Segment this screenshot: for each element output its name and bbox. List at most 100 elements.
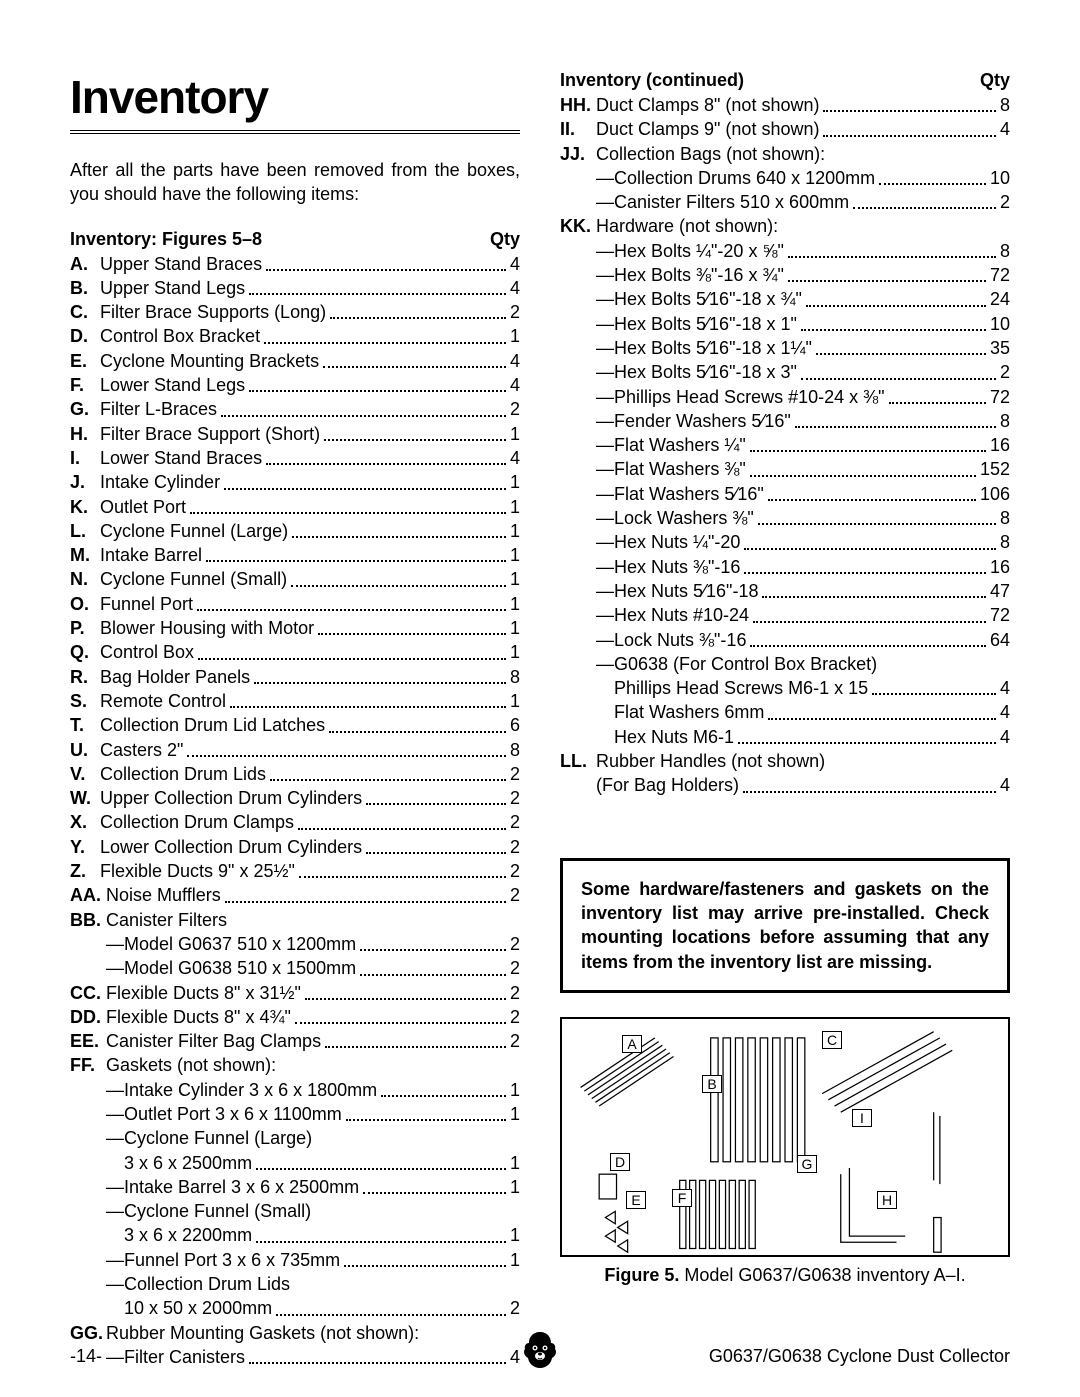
item-qty: 1 (510, 1175, 520, 1199)
leader-dots (768, 700, 996, 719)
inventory-item: N.Cyclone Funnel (Small)1 (70, 567, 520, 591)
item-description: Control Box Bracket (100, 324, 260, 348)
leader-dots (249, 276, 506, 295)
item-description: Collection Drum Clamps (100, 810, 294, 834)
figure-callout-H: H (877, 1191, 897, 1209)
item-description: Filter L-Braces (100, 397, 217, 421)
leader-dots (788, 239, 996, 258)
inventory-item: R.Bag Holder Panels8 (70, 665, 520, 689)
inventory-subitem: —Hex Bolts 5⁄16"-18 x 1¼" 35 (560, 336, 1010, 360)
inventory-item: E.Cyclone Mounting Brackets4 (70, 349, 520, 373)
left-list-header: Inventory: Figures 5–8 Qty (70, 229, 520, 250)
inventory-subitem: —Cyclone Funnel (Large) (70, 1126, 520, 1150)
item-label: EE. (70, 1029, 106, 1053)
inventory-subitem: —Hex Bolts ¼"-20 x ⅝"8 (560, 239, 1010, 263)
item-description: —Model G0637 510 x 1200mm (106, 932, 356, 956)
item-label: DD. (70, 1005, 106, 1029)
leader-dots (366, 835, 506, 854)
item-description: Canister Filters (106, 908, 227, 932)
inventory-item: O.Funnel Port1 (70, 592, 520, 616)
leader-dots (750, 433, 986, 452)
item-label: S. (70, 689, 100, 713)
leader-dots (381, 1078, 506, 1097)
leader-dots (768, 482, 976, 501)
item-description: Casters 2" (100, 738, 183, 762)
item-qty: 2 (510, 1005, 520, 1029)
inventory-item: T.Collection Drum Lid Latches6 (70, 713, 520, 737)
inventory-subitem: —Hex Bolts 5⁄16"-18 x 1"10 (560, 312, 1010, 336)
item-description: —Collection Drums 640 x 1200mm (596, 166, 875, 190)
leader-dots (750, 628, 986, 647)
inventory-subitem: —Collection Drum Lids (70, 1272, 520, 1296)
leader-dots (264, 324, 506, 343)
item-description: Cyclone Mounting Brackets (100, 349, 319, 373)
inventory-item: W.Upper Collection Drum Cylinders2 (70, 786, 520, 810)
inventory-item: JJ.Collection Bags (not shown): (560, 142, 1010, 166)
item-label: I. (70, 446, 100, 470)
inventory-item: II.Duct Clamps 9" (not shown)4 (560, 117, 1010, 141)
item-description: Blower Housing with Motor (100, 616, 314, 640)
inventory-item: J.Intake Cylinder1 (70, 470, 520, 494)
item-description: —Hex Nuts 5⁄16"-18 (596, 579, 758, 603)
item-description: (For Bag Holders) (596, 773, 739, 797)
leader-dots (788, 263, 986, 282)
item-description: —Lock Nuts ⅜"-16 (596, 628, 746, 652)
item-label: FF. (70, 1053, 106, 1077)
item-qty: 8 (510, 665, 520, 689)
item-description: Lower Collection Drum Cylinders (100, 835, 362, 859)
leader-dots (276, 1296, 506, 1315)
leader-dots (187, 738, 506, 757)
item-label: F. (70, 373, 100, 397)
right-column: Inventory (continued) Qty HH.Duct Clamps… (560, 70, 1010, 1369)
page-title: Inventory (70, 70, 520, 134)
inventory-item: F.Lower Stand Legs4 (70, 373, 520, 397)
item-description: —Cyclone Funnel (Small) (106, 1199, 311, 1223)
leader-dots (344, 1248, 506, 1267)
item-label: GG. (70, 1321, 106, 1345)
item-label: U. (70, 738, 100, 762)
item-label: C. (70, 300, 100, 324)
inventory-subitem: —Cyclone Funnel (Small) (70, 1199, 520, 1223)
inventory-subitem: Phillips Head Screws M6-1 x 154 (560, 676, 1010, 700)
item-qty: 1 (510, 1078, 520, 1102)
item-qty: 64 (990, 628, 1010, 652)
item-label: J. (70, 470, 100, 494)
right-list-header: Inventory (continued) Qty (560, 70, 1010, 91)
leader-dots (230, 689, 506, 708)
inventory-subitem: 3 x 6 x 2500mm1 (70, 1151, 520, 1175)
item-description: —Hex Nuts #10-24 (596, 603, 749, 627)
inventory-subitem: —Lock Washers ⅜"8 (560, 506, 1010, 530)
item-label: H. (70, 422, 100, 446)
inventory-subitem: —Lock Nuts ⅜"-16 64 (560, 628, 1010, 652)
left-inventory-list: A.Upper Stand Braces4B.Upper Stand Legs4… (70, 252, 520, 884)
item-qty: 10 (990, 166, 1010, 190)
item-qty: 35 (990, 336, 1010, 360)
item-qty: 1 (510, 689, 520, 713)
item-label: T. (70, 713, 100, 737)
item-qty: 47 (990, 579, 1010, 603)
figure-callout-C: C (822, 1031, 842, 1049)
item-label: W. (70, 786, 100, 810)
item-description: —Model G0638 510 x 1500mm (106, 956, 356, 980)
inventory-subitem: —Flat Washers ¼"16 (560, 433, 1010, 457)
item-description: —Hex Nuts ⅜"-16 (596, 555, 740, 579)
item-label: JJ. (560, 142, 596, 166)
item-qty: 1 (510, 640, 520, 664)
item-qty: 4 (510, 349, 520, 373)
leader-dots (758, 506, 996, 525)
item-label: AA. (70, 883, 106, 907)
leader-dots (292, 519, 506, 538)
leader-dots (305, 981, 506, 1000)
item-description: —Hex Bolts 5⁄16"-18 x 1¼" (596, 336, 812, 360)
intro-text: After all the parts have been removed fr… (70, 158, 520, 207)
inventory-subitem: —Phillips Head Screws #10-24 x ⅜"72 (560, 385, 1010, 409)
leader-dots (750, 457, 976, 476)
leader-dots (295, 1005, 506, 1024)
leader-dots (738, 725, 996, 744)
item-qty: 4 (510, 373, 520, 397)
item-qty: 6 (510, 713, 520, 737)
item-label: Q. (70, 640, 100, 664)
inventory-item: A.Upper Stand Braces4 (70, 252, 520, 276)
figure-caption-text: Model G0637/G0638 inventory A–I. (679, 1265, 965, 1285)
leader-dots (753, 603, 986, 622)
